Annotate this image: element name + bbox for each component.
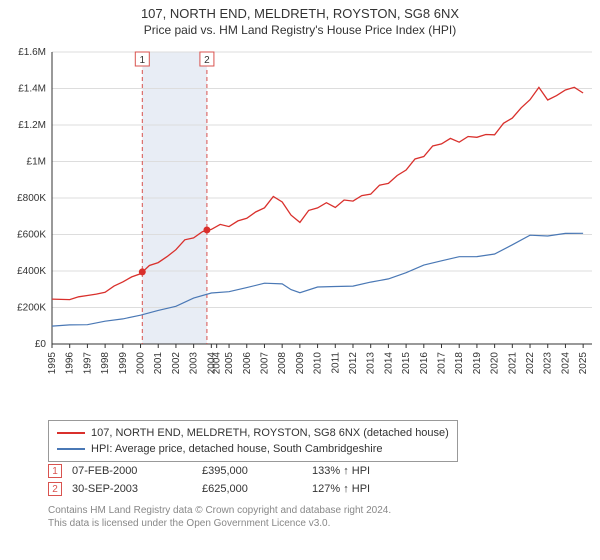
- ytick-label: £1.4M: [18, 84, 46, 95]
- series-price_paid: [52, 87, 583, 299]
- marker-box: 1: [48, 464, 62, 478]
- chart-svg: £0 £200K £400K £600K £800K £1M £1.2M £1.4M £1.6M…: [0, 44, 600, 414]
- xtick-label: 2007: [259, 352, 270, 375]
- xtick-label: 2017: [437, 352, 448, 375]
- xtick-label: 2023: [543, 352, 554, 375]
- xtick-label: 2013: [366, 352, 377, 375]
- ytick-label: £600K: [17, 230, 46, 241]
- xtick-label: 2010: [313, 352, 324, 375]
- marker-num: 2: [204, 55, 210, 66]
- legend-label: 107, NORTH END, MELDRETH, ROYSTON, SG8 6…: [91, 427, 449, 439]
- ytick-label: £200K: [17, 303, 46, 314]
- xtick-label: 2022: [525, 352, 536, 375]
- ytick-label: £400K: [17, 266, 46, 277]
- ytick-label: £1.2M: [18, 120, 46, 131]
- xtick-label: 2002: [171, 352, 182, 375]
- ytick-label: £1M: [27, 157, 46, 168]
- marker-hpi: 133% ↑ HPI: [312, 465, 412, 477]
- legend-row: HPI: Average price, detached house, Sout…: [57, 441, 449, 457]
- xtick-label: 2020: [490, 352, 501, 375]
- marker-price: £625,000: [202, 483, 302, 495]
- ytick-label: £800K: [17, 193, 46, 204]
- xtick-label: 2003: [189, 352, 200, 375]
- xtick-label: 2019: [472, 352, 483, 375]
- xtick-label: 2008: [277, 352, 288, 375]
- xtick-label: 2024: [560, 352, 571, 375]
- xtick-label: 2025: [578, 352, 589, 375]
- marker-row: 1 07-FEB-2000 £395,000 133% ↑ HPI: [48, 462, 568, 480]
- legend-swatch: [57, 448, 85, 450]
- xtick-label: 2005: [224, 352, 235, 375]
- xtick-label: 2015: [401, 352, 412, 375]
- xtick-label: 2000: [136, 352, 147, 375]
- marker-date: 07-FEB-2000: [72, 465, 192, 477]
- footer: Contains HM Land Registry data © Crown c…: [48, 504, 568, 530]
- xtick-label: 1997: [82, 352, 93, 375]
- marker-hpi: 127% ↑ HPI: [312, 483, 412, 495]
- chart-title: 107, NORTH END, MELDRETH, ROYSTON, SG8 6…: [0, 0, 600, 21]
- footer-line2: This data is licensed under the Open Gov…: [48, 517, 568, 530]
- chart-subtitle: Price paid vs. HM Land Registry's House …: [0, 21, 600, 41]
- xtick-label: 2009: [295, 352, 306, 375]
- marker-row: 2 30-SEP-2003 £625,000 127% ↑ HPI: [48, 480, 568, 498]
- series-hpi: [52, 233, 583, 326]
- xtick-label: 2001: [153, 352, 164, 375]
- xtick-label: 1996: [65, 352, 76, 375]
- xtick-label: 2018: [454, 352, 465, 375]
- xtick-label: 2021: [507, 352, 518, 375]
- legend-swatch: [57, 432, 85, 434]
- xtick-label: 2012: [348, 352, 359, 375]
- marker-table: 1 07-FEB-2000 £395,000 133% ↑ HPI 2 30-SEP-20…: [48, 462, 568, 498]
- ytick-label: £1.6M: [18, 47, 46, 58]
- sale-point: [139, 268, 146, 275]
- legend-label: HPI: Average price, detached house, Sout…: [91, 443, 382, 455]
- legend-row: 107, NORTH END, MELDRETH, ROYSTON, SG8 6…: [57, 425, 449, 441]
- xtick-label: 2011: [330, 352, 341, 374]
- chart-area: £0 £200K £400K £600K £800K £1M £1.2M £1.4M £1.6M…: [0, 44, 600, 414]
- xtick-label: 2016: [419, 352, 430, 375]
- chart-container: 107, NORTH END, MELDRETH, ROYSTON, SG8 6…: [0, 0, 600, 560]
- marker-date: 30-SEP-2003: [72, 483, 192, 495]
- marker-price: £395,000: [202, 465, 302, 477]
- marker-box: 2: [48, 482, 62, 496]
- marker-num: 1: [140, 55, 146, 66]
- xtick-label: 1995: [47, 352, 58, 375]
- xtick-label: 1999: [118, 352, 129, 375]
- xtick-label: 2006: [242, 352, 253, 375]
- footer-line1: Contains HM Land Registry data © Crown c…: [48, 504, 568, 517]
- legend: 107, NORTH END, MELDRETH, ROYSTON, SG8 6…: [48, 420, 458, 462]
- xtick-label: 2014: [383, 352, 394, 375]
- sale-point: [203, 226, 210, 233]
- ytick-label: £0: [35, 339, 47, 350]
- xtick-label: 2004: [212, 352, 223, 375]
- xtick-label: 1998: [100, 352, 111, 375]
